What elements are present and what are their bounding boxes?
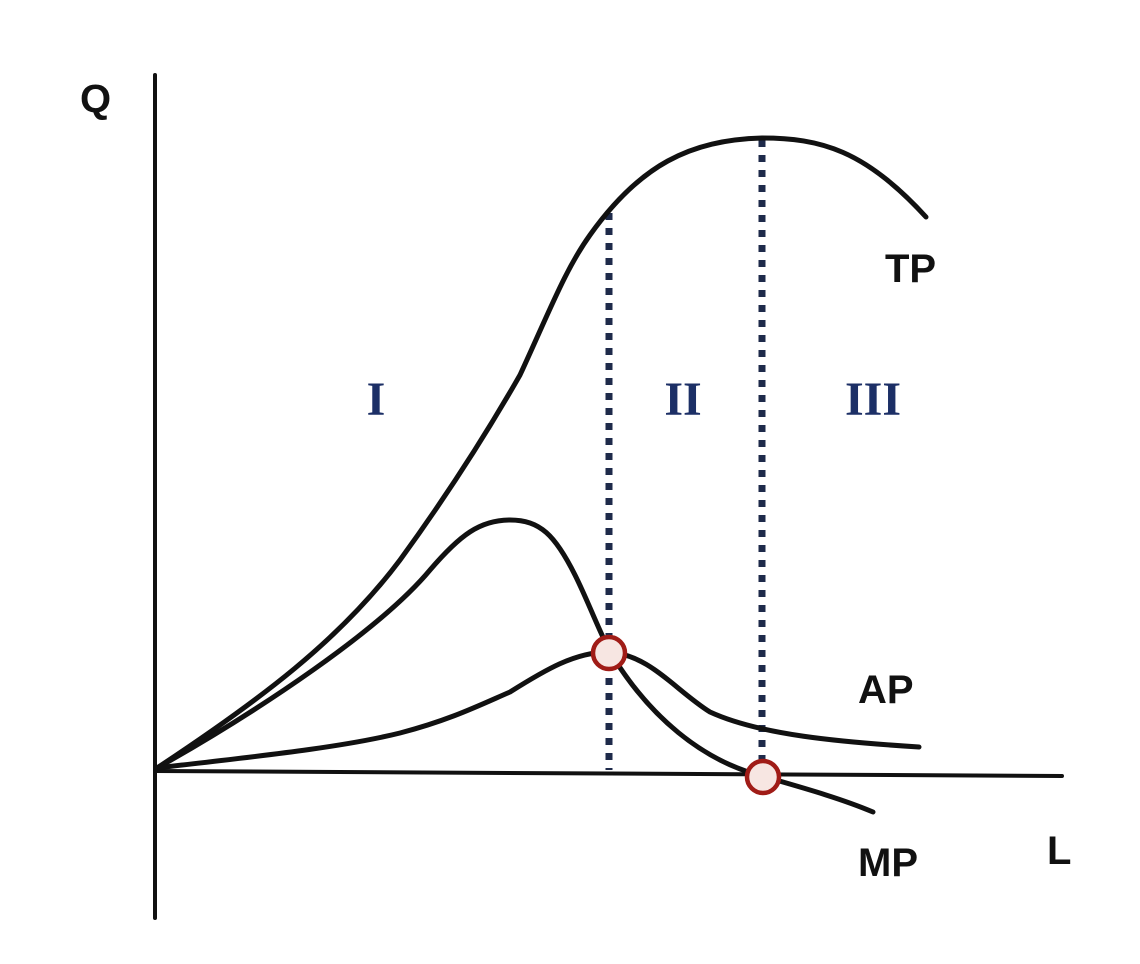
x-axis xyxy=(153,769,1064,778)
mp-zero-marker xyxy=(744,758,782,796)
ap-max-marker xyxy=(590,634,628,672)
stage-label-3: III xyxy=(845,373,901,426)
x-axis-label: L xyxy=(1047,829,1071,873)
tp-label: TP xyxy=(885,247,936,291)
tp-curve xyxy=(154,135,929,771)
mp-label: MP xyxy=(858,841,918,885)
stage-label-2: II xyxy=(664,373,701,426)
ap-label: AP xyxy=(858,668,914,712)
y-axis-label: Q xyxy=(80,77,111,121)
ap-curve xyxy=(154,649,922,771)
stage-label-1: I xyxy=(367,373,386,426)
